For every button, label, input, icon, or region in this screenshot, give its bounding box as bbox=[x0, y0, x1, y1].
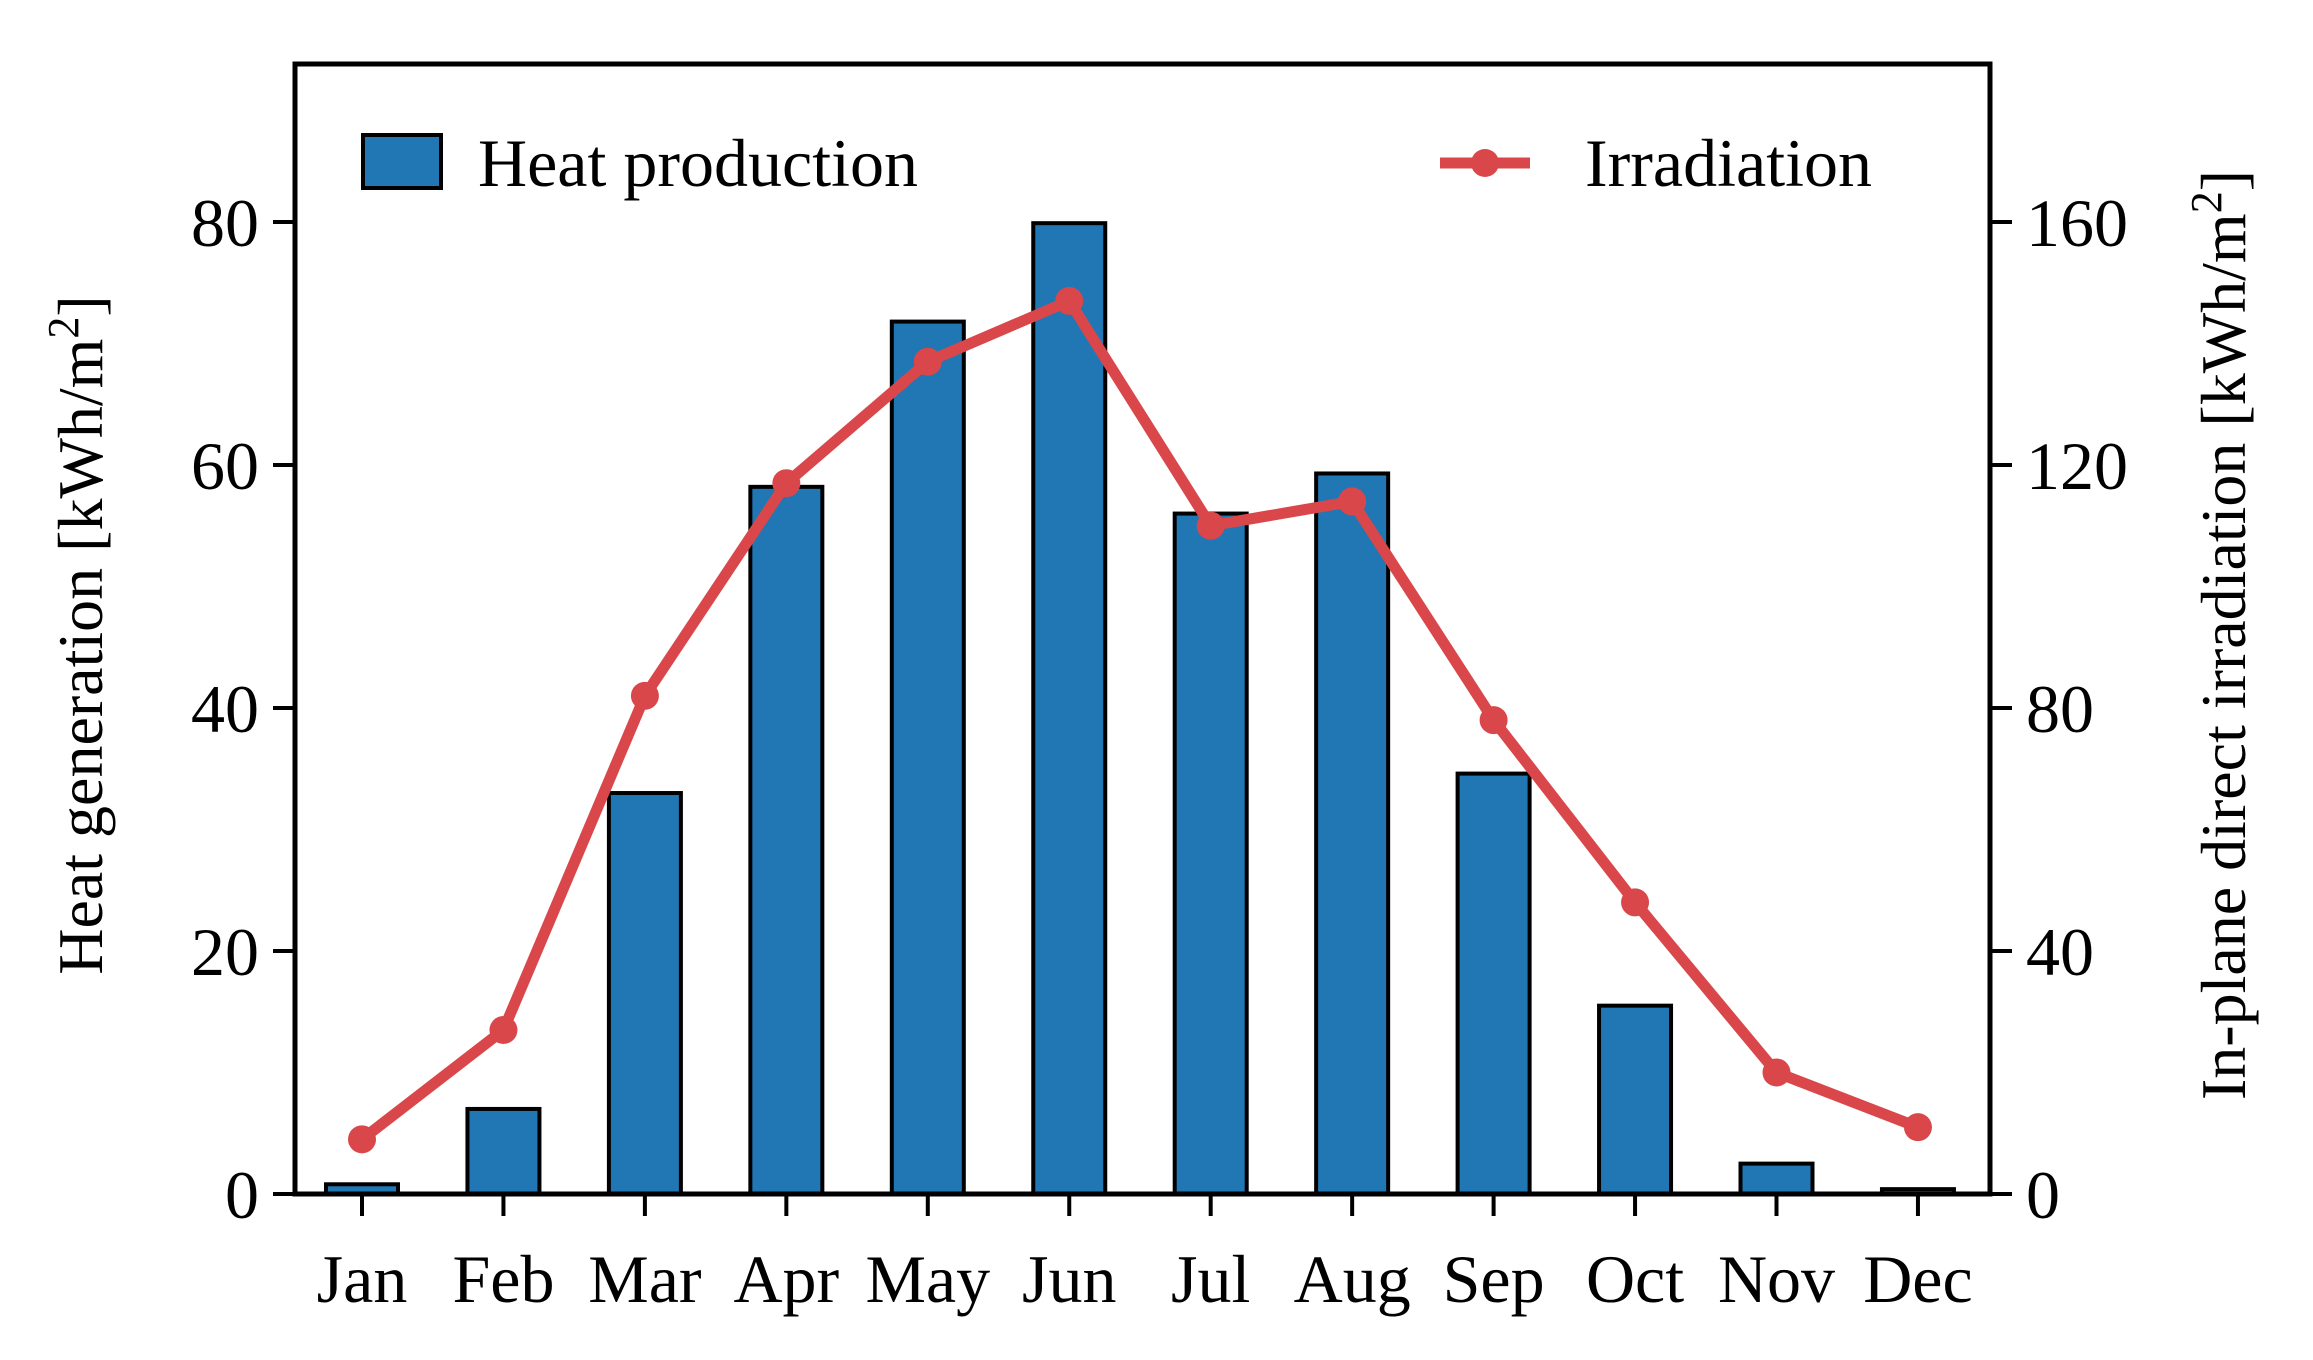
legend-swatch-heat-production bbox=[361, 133, 443, 190]
bar-sep bbox=[1455, 771, 1532, 1196]
x-tick-label: Aug bbox=[1294, 1241, 1411, 1317]
bar-aug bbox=[1314, 471, 1391, 1196]
bar-series bbox=[324, 221, 1956, 1197]
legend-label-irradiation: Irradiation bbox=[1585, 125, 1872, 201]
x-tick-label: Jul bbox=[1171, 1241, 1250, 1317]
y-axis-left-title: Heat generation [kWh/m2] bbox=[39, 295, 116, 975]
y-right-tick-label: 0 bbox=[2026, 1157, 2060, 1233]
irradiation-point-mar bbox=[630, 681, 659, 710]
legend-marker-irradiation bbox=[1471, 149, 1499, 177]
y-axis-right-title: In-plane direct irradiation [kWh/m2] bbox=[2182, 170, 2259, 1100]
irradiation-point-jun bbox=[1055, 286, 1084, 315]
x-tick-label: Jan bbox=[317, 1241, 408, 1317]
y-right-tick-label: 120 bbox=[2026, 428, 2128, 504]
x-tick-label: Oct bbox=[1586, 1241, 1684, 1317]
irradiation-point-feb bbox=[489, 1015, 518, 1044]
irradiation-line bbox=[356, 295, 1924, 1145]
bar-may bbox=[889, 319, 966, 1197]
y-right-tick-label: 160 bbox=[2026, 185, 2128, 261]
bar-apr bbox=[748, 484, 825, 1197]
bar-mar bbox=[606, 791, 683, 1197]
x-tick-label: May bbox=[865, 1241, 990, 1317]
y-right-tick-label: 40 bbox=[2026, 914, 2094, 990]
y-left-tick-label: 20 bbox=[191, 914, 259, 990]
y-axis-right: 0 40 80 120 160 bbox=[1990, 185, 2128, 1233]
bar-jun bbox=[1031, 221, 1108, 1196]
x-tick-label: Sep bbox=[1443, 1241, 1545, 1317]
irradiation-point-dec bbox=[1903, 1113, 1932, 1142]
bar-nov bbox=[1738, 1161, 1815, 1197]
irradiation-point-nov bbox=[1762, 1058, 1791, 1087]
irradiation-point-may bbox=[913, 347, 942, 376]
x-tick-label: Mar bbox=[588, 1241, 702, 1317]
irradiation-point-sep bbox=[1479, 706, 1508, 735]
y-left-tick-label: 80 bbox=[191, 185, 259, 261]
x-axis: Jan Feb Mar Apr May Jun Jul Aug Sep Oct Nov Dec bbox=[317, 1194, 1973, 1317]
x-tick-label: Feb bbox=[452, 1241, 554, 1317]
bar-feb bbox=[465, 1106, 542, 1197]
y-left-tick-label: 60 bbox=[191, 428, 259, 504]
y-axis-left: 0 20 40 60 80 bbox=[191, 185, 295, 1233]
legend: Heat production Irradiation bbox=[361, 125, 1872, 201]
bar-oct bbox=[1597, 1003, 1674, 1197]
irradiation-point-aug bbox=[1338, 487, 1367, 516]
y-right-tick-label: 80 bbox=[2026, 671, 2094, 747]
irradiation-point-oct bbox=[1621, 888, 1650, 917]
x-tick-label: Nov bbox=[1718, 1241, 1835, 1317]
irradiation-point-jan bbox=[348, 1125, 376, 1154]
bar-jul bbox=[1172, 511, 1249, 1196]
x-tick-label: Jun bbox=[1022, 1241, 1116, 1317]
y-left-tick-label: 0 bbox=[225, 1157, 259, 1233]
x-tick-label: Apr bbox=[733, 1241, 839, 1317]
line-series bbox=[348, 286, 1932, 1154]
x-tick-label: Dec bbox=[1863, 1241, 1972, 1317]
irradiation-point-apr bbox=[772, 469, 801, 498]
plot-frame bbox=[292, 61, 1993, 1197]
legend-label-heat-production: Heat production bbox=[478, 125, 918, 201]
y-left-tick-label: 40 bbox=[191, 671, 259, 747]
irradiation-point-jul bbox=[1196, 511, 1225, 540]
